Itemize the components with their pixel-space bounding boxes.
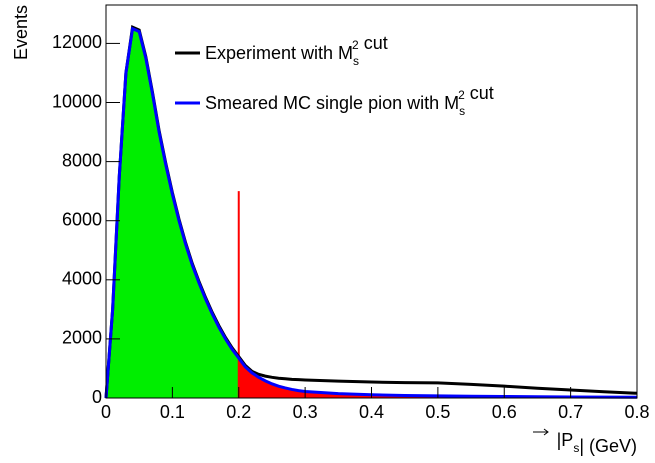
- legend-label: Experiment with Ms2 cut: [205, 33, 388, 68]
- x-tick-label: 0.7: [558, 402, 583, 422]
- legend-label: Smeared MC single pion with Ms2 cut: [205, 83, 494, 118]
- y-tick-label: 8000: [62, 150, 102, 170]
- series-line: [104, 26, 638, 399]
- x-tick-label: 0: [101, 402, 111, 422]
- x-axis-label: |Ps| (GeV): [557, 430, 637, 456]
- x-tick-label: 0.1: [160, 402, 185, 422]
- x-tick-label: 0.4: [359, 402, 384, 422]
- x-tick-label: 0.2: [226, 402, 251, 422]
- area-below-cut: [106, 28, 239, 398]
- y-tick-label: 2000: [62, 328, 102, 348]
- x-tick-label: 0.8: [624, 402, 649, 422]
- x-tick-label: 0.6: [492, 402, 517, 422]
- y-axis-label: Events: [11, 5, 31, 60]
- y-tick-label: 12000: [52, 32, 102, 52]
- area-above-cut: [238, 358, 637, 398]
- x-tick-label: 0.3: [293, 402, 318, 422]
- plot-area: [104, 24, 638, 399]
- x-tick-label: 0.5: [425, 402, 450, 422]
- y-tick-label: 4000: [62, 269, 102, 289]
- y-tick-label: 10000: [52, 91, 102, 111]
- y-tick-label: 0: [92, 387, 102, 407]
- vector-arrowhead: [543, 428, 549, 436]
- y-tick-label: 6000: [62, 209, 102, 229]
